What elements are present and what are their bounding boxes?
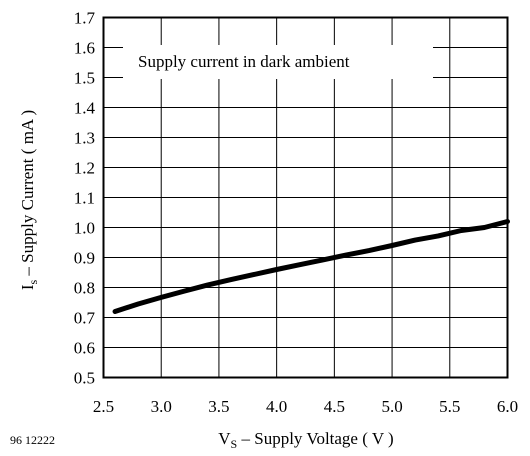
y-tick-label: 1.6: [74, 39, 95, 58]
y-tick-label: 0.5: [74, 369, 95, 388]
y-tick-label: 1.5: [74, 69, 95, 88]
x-tick-label: 4.0: [266, 397, 287, 416]
x-axis-symbol: V: [218, 429, 231, 448]
y-tick-label: 0.8: [74, 279, 95, 298]
annotation-text: Supply current in dark ambient: [138, 52, 350, 71]
y-axis-subscript: s: [26, 280, 40, 285]
x-tick-label: 3.5: [208, 397, 229, 416]
x-tick-label: 4.5: [324, 397, 345, 416]
y-tick-labels: 0.5 0.6 0.7 0.8 0.9 1.0 1.1 1.2 1.3 1.4 1.5 1.6 1.7: [74, 9, 96, 388]
x-axis-title: VS – Supply Voltage ( V ): [218, 429, 393, 451]
y-axis-symbol: I: [18, 284, 37, 290]
plot-frame: [102, 16, 509, 379]
y-tick-label: 1.3: [74, 129, 95, 148]
y-axis-title: Is – Supply Current ( mA ): [18, 110, 40, 290]
y-axis-text: – Supply Current ( mA ): [18, 110, 37, 280]
x-tick-label: 5.5: [439, 397, 460, 416]
x-tick-label: 6.0: [497, 397, 518, 416]
y-tick-label: 1.7: [74, 9, 96, 28]
x-tick-label: 3.0: [151, 397, 172, 416]
y-tick-label: 0.7: [74, 309, 96, 328]
y-tick-label: 1.1: [74, 189, 95, 208]
y-tick-label: 1.0: [74, 219, 95, 238]
y-tick-label: 1.4: [74, 99, 96, 118]
series-layer: [112, 219, 510, 314]
y-tick-label: 0.6: [74, 339, 95, 358]
y-tick-label: 0.9: [74, 249, 95, 268]
x-tick-label: 2.5: [93, 397, 114, 416]
annotation-background: [123, 45, 433, 79]
y-tick-label: 1.2: [74, 159, 95, 178]
series-line: [112, 219, 510, 314]
figure-id-label: 96 12222: [10, 433, 55, 447]
x-tick-labels: 2.5 3.0 3.5 4.0 4.5 5.0 5.5 6.0: [93, 397, 518, 416]
x-axis-text: – Supply Voltage ( V ): [237, 429, 393, 448]
x-axis-subscript: S: [231, 437, 238, 451]
x-tick-label: 5.0: [381, 397, 402, 416]
